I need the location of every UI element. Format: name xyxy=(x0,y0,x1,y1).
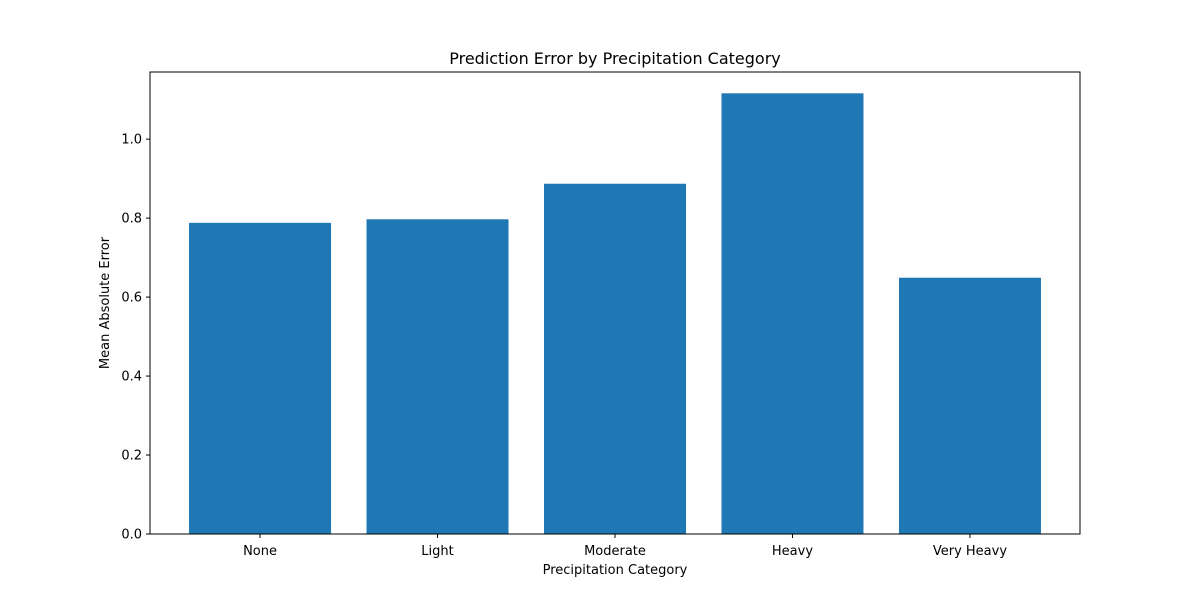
y-tick-label: 0.8 xyxy=(121,212,142,227)
y-tick-label: 0.2 xyxy=(121,449,142,464)
x-tick-label: Very Heavy xyxy=(933,544,1007,559)
bar-very-heavy xyxy=(898,277,1041,534)
y-tick-label: 1.0 xyxy=(121,133,142,148)
bar-light xyxy=(366,219,509,535)
bar-none xyxy=(189,222,332,535)
ticks-layer: None Light Moderate Heavy Very Heavy 0.0 0.2 0.… xyxy=(121,133,1007,559)
x-axis-label: Precipitation Category xyxy=(543,563,688,578)
bars-layer xyxy=(189,93,1041,535)
chart-title: Prediction Error by Precipitation Catego… xyxy=(449,49,781,68)
x-tick-label: Heavy xyxy=(772,544,813,559)
bar-heavy xyxy=(721,93,864,535)
y-tick-label: 0.4 xyxy=(121,370,142,385)
bar-moderate xyxy=(544,183,686,534)
y-axis-label: Mean Absolute Error xyxy=(98,236,113,369)
y-tick-label: 0.0 xyxy=(121,528,142,543)
x-tick-label: Light xyxy=(421,544,453,559)
x-tick-label: None xyxy=(243,544,277,559)
plot-frame xyxy=(149,71,1081,535)
x-tick-label: Moderate xyxy=(584,544,646,559)
y-tick-label: 0.6 xyxy=(121,291,142,306)
